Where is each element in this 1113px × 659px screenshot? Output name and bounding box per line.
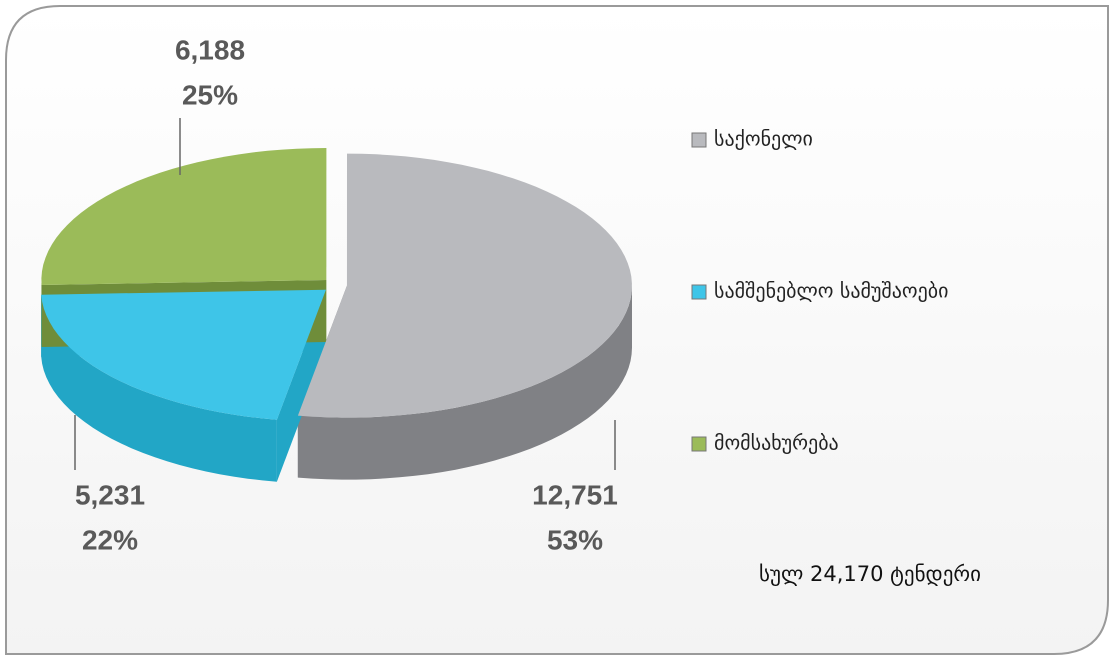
- percentage-label: 25%: [182, 79, 238, 110]
- legend-label: სამშენებლო სამუშაოები: [714, 279, 948, 303]
- value-label: 6,188: [175, 34, 245, 65]
- legend-swatch: [691, 132, 707, 148]
- legend-swatch: [691, 436, 707, 452]
- legend-label: მომსახურება: [714, 431, 839, 455]
- legend-swatch: [691, 284, 707, 300]
- percentage-label: 22%: [82, 524, 138, 555]
- slice: [41, 289, 326, 420]
- slice: [41, 148, 327, 285]
- value-label: 12,751: [532, 479, 618, 510]
- percentage-label: 53%: [547, 524, 603, 555]
- total-annotation: სულ 24,170 ტენდერი: [759, 562, 981, 586]
- slice: [297, 153, 632, 418]
- slice-side: [41, 294, 277, 482]
- legend-label: საქონელი: [714, 127, 813, 151]
- slice-side: [297, 285, 632, 480]
- value-label: 5,231: [75, 479, 145, 510]
